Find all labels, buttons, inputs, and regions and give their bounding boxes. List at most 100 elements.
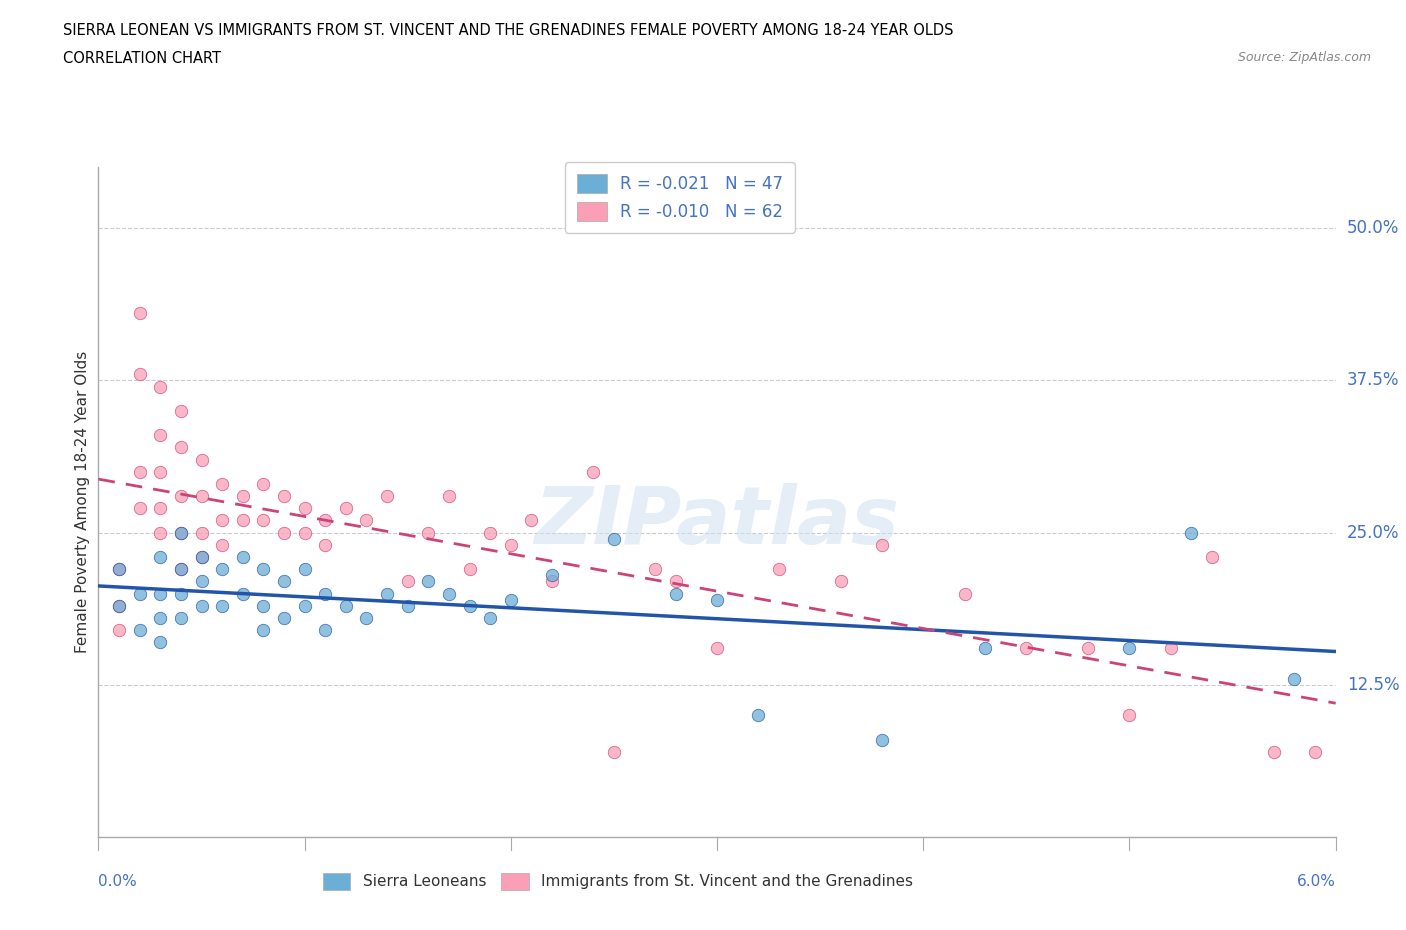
Point xyxy=(149,525,172,540)
Point xyxy=(108,562,131,577)
Point xyxy=(706,641,728,656)
Legend: Sierra Leoneans, Immigrants from St. Vincent and the Grenadines: Sierra Leoneans, Immigrants from St. Vin… xyxy=(316,867,920,897)
Point xyxy=(273,574,295,589)
Point xyxy=(396,574,419,589)
Point xyxy=(1284,671,1306,686)
Point xyxy=(252,598,274,613)
Point xyxy=(294,562,316,577)
Point xyxy=(273,488,295,503)
Point xyxy=(170,562,193,577)
Point xyxy=(375,488,398,503)
Point xyxy=(294,598,316,613)
Point xyxy=(273,525,295,540)
Point xyxy=(1263,744,1285,759)
Point xyxy=(149,379,172,394)
Point xyxy=(314,586,336,601)
Point xyxy=(437,586,460,601)
Point xyxy=(170,404,193,418)
Point xyxy=(437,488,460,503)
Point xyxy=(232,586,254,601)
Point xyxy=(953,586,976,601)
Point xyxy=(294,501,316,516)
Point xyxy=(211,538,233,552)
Point xyxy=(870,732,893,747)
Point xyxy=(458,598,481,613)
Point xyxy=(232,488,254,503)
Text: 0.0%: 0.0% xyxy=(98,874,138,889)
Point xyxy=(870,538,893,552)
Point xyxy=(314,622,336,637)
Point xyxy=(747,708,769,723)
Point xyxy=(335,501,357,516)
Point xyxy=(170,525,193,540)
Point xyxy=(128,464,150,479)
Point xyxy=(644,562,666,577)
Point xyxy=(356,610,378,625)
Point xyxy=(252,562,274,577)
Text: CORRELATION CHART: CORRELATION CHART xyxy=(63,51,221,66)
Point xyxy=(252,622,274,637)
Point xyxy=(582,464,605,479)
Point xyxy=(314,538,336,552)
Point xyxy=(335,598,357,613)
Point xyxy=(170,586,193,601)
Point xyxy=(396,598,419,613)
Point xyxy=(170,562,193,577)
Point xyxy=(418,525,440,540)
Point xyxy=(170,488,193,503)
Text: 25.0%: 25.0% xyxy=(1347,524,1399,541)
Point xyxy=(1365,769,1388,784)
Point xyxy=(541,574,564,589)
Point xyxy=(356,513,378,528)
Point xyxy=(128,367,150,382)
Point xyxy=(1118,708,1140,723)
Point xyxy=(541,568,564,583)
Point xyxy=(665,574,688,589)
Y-axis label: Female Poverty Among 18-24 Year Olds: Female Poverty Among 18-24 Year Olds xyxy=(75,352,90,654)
Point xyxy=(128,306,150,321)
Point xyxy=(108,622,131,637)
Point xyxy=(479,610,502,625)
Point xyxy=(149,635,172,650)
Point xyxy=(190,574,212,589)
Point xyxy=(1077,641,1099,656)
Text: SIERRA LEONEAN VS IMMIGRANTS FROM ST. VINCENT AND THE GRENADINES FEMALE POVERTY : SIERRA LEONEAN VS IMMIGRANTS FROM ST. VI… xyxy=(63,23,953,38)
Point xyxy=(418,574,440,589)
Point xyxy=(149,610,172,625)
Point xyxy=(1180,525,1202,540)
Point xyxy=(1201,550,1223,565)
Text: 37.5%: 37.5% xyxy=(1347,371,1399,390)
Point xyxy=(232,550,254,565)
Point xyxy=(190,550,212,565)
Point xyxy=(232,513,254,528)
Point xyxy=(273,610,295,625)
Point xyxy=(108,562,131,577)
Point xyxy=(706,592,728,607)
Point xyxy=(211,562,233,577)
Point xyxy=(252,513,274,528)
Text: 6.0%: 6.0% xyxy=(1296,874,1336,889)
Point xyxy=(190,598,212,613)
Point xyxy=(170,525,193,540)
Point xyxy=(149,428,172,443)
Point xyxy=(974,641,997,656)
Point xyxy=(1303,744,1326,759)
Point xyxy=(128,586,150,601)
Point xyxy=(1160,641,1182,656)
Text: ZIPatlas: ZIPatlas xyxy=(534,484,900,562)
Point xyxy=(314,513,336,528)
Point xyxy=(830,574,852,589)
Text: 12.5%: 12.5% xyxy=(1347,676,1399,694)
Point xyxy=(458,562,481,577)
Point xyxy=(294,525,316,540)
Point xyxy=(190,488,212,503)
Point xyxy=(603,531,626,546)
Point xyxy=(499,538,522,552)
Point xyxy=(170,610,193,625)
Point xyxy=(211,513,233,528)
Text: 50.0%: 50.0% xyxy=(1347,219,1399,237)
Point xyxy=(190,525,212,540)
Point xyxy=(252,476,274,491)
Point xyxy=(128,501,150,516)
Point xyxy=(108,598,131,613)
